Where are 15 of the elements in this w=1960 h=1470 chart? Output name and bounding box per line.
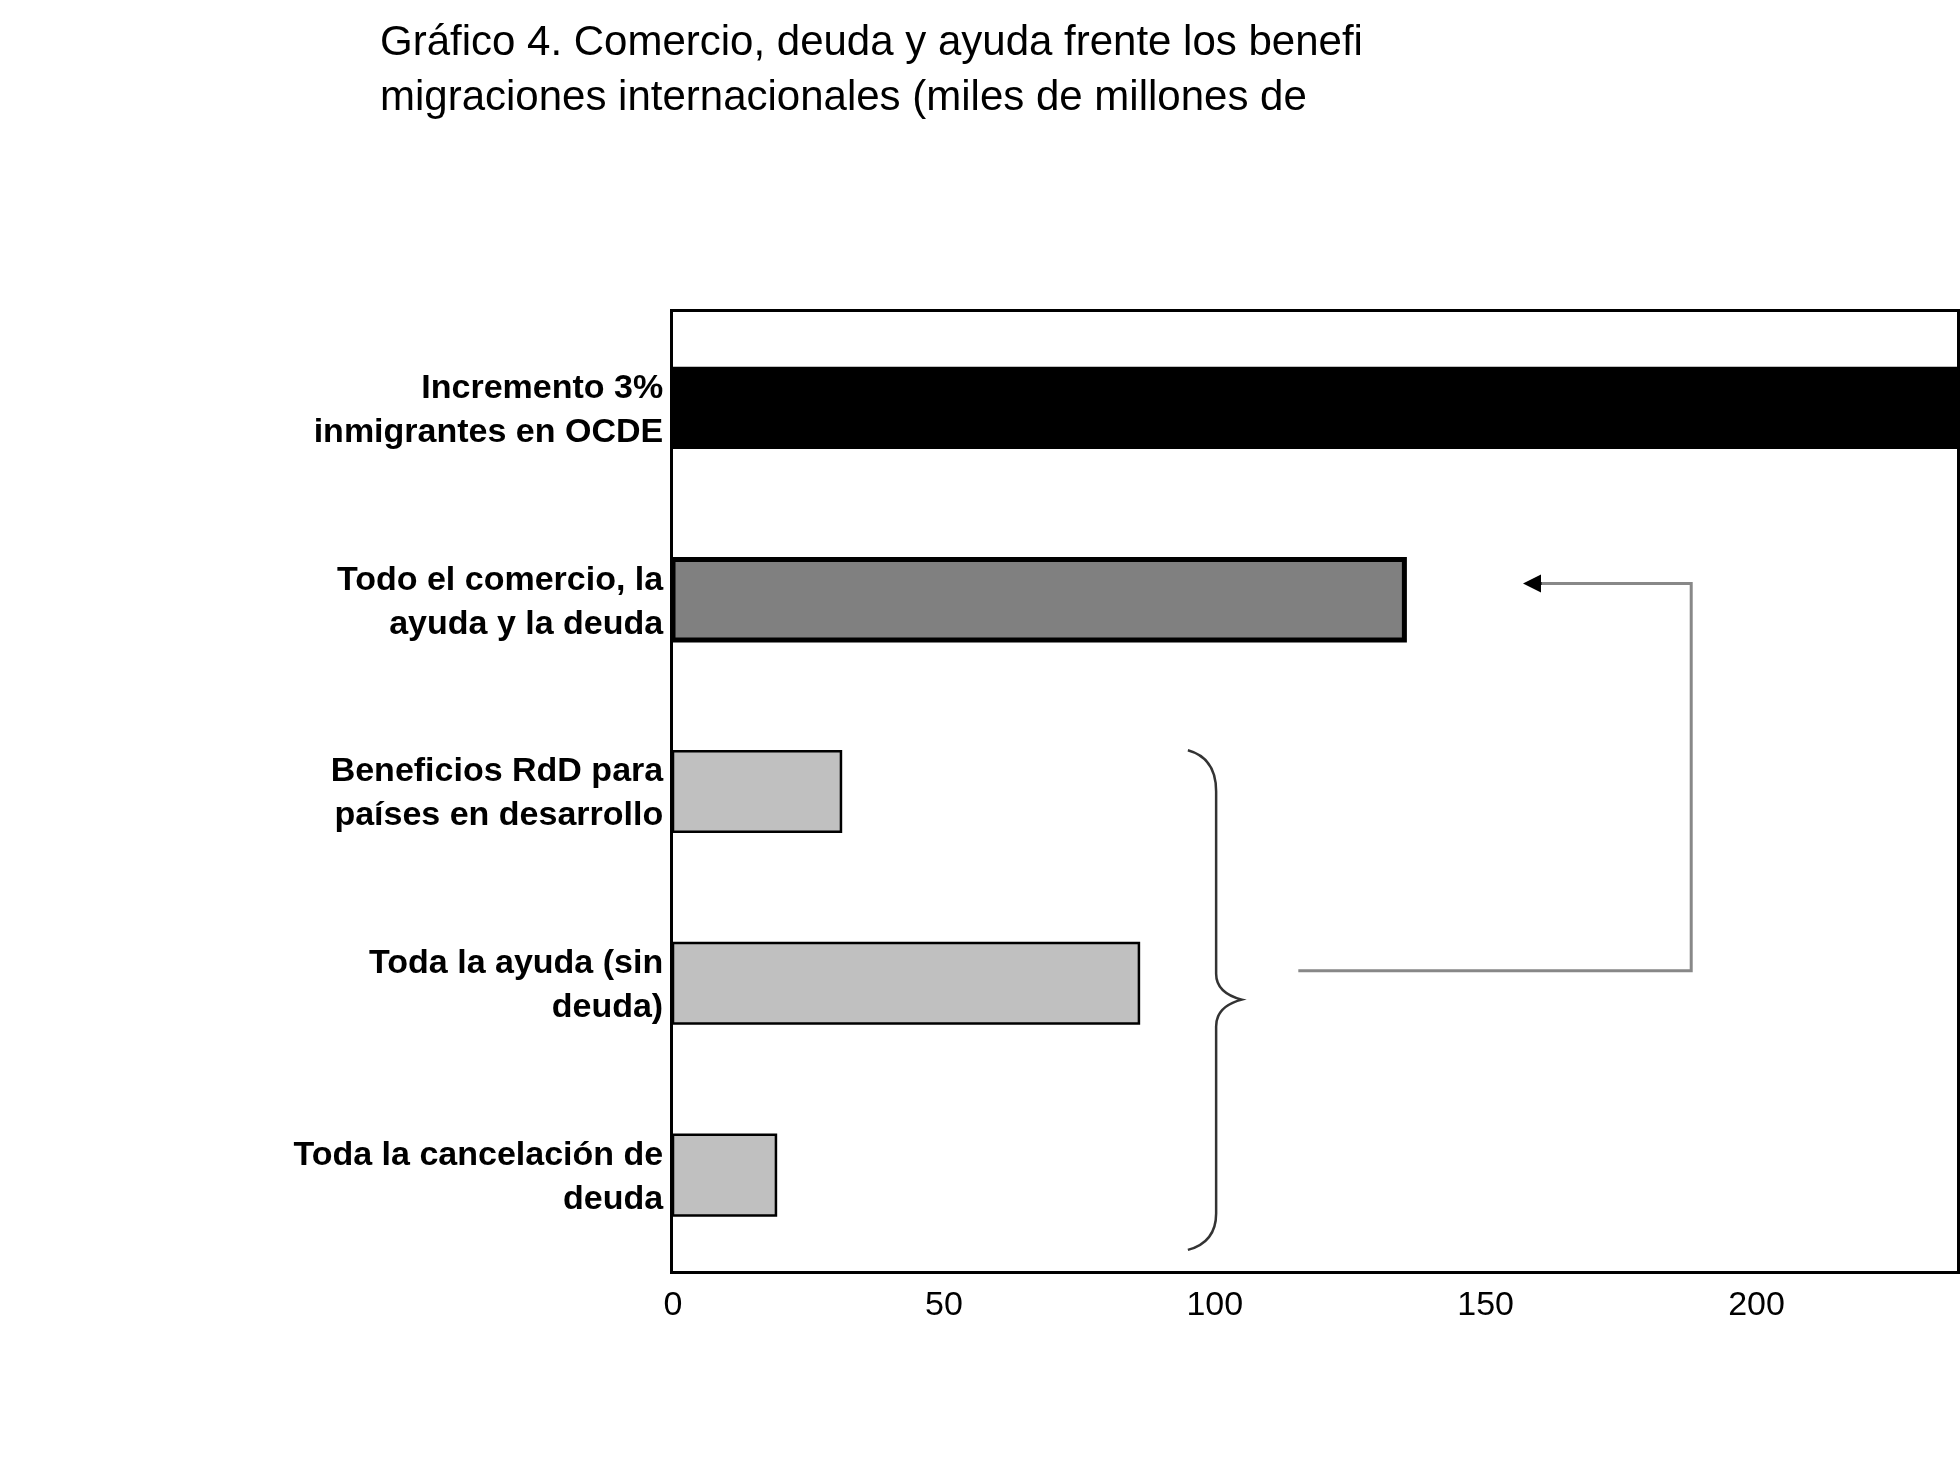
y-tick-label: Todo el comercio, la ayuda y la deuda	[336, 558, 665, 641]
bar	[673, 1133, 778, 1217]
bar	[673, 366, 1957, 449]
x-tick-label: 200	[1728, 1283, 1785, 1322]
bar	[673, 941, 1141, 1025]
x-tick-label: 0	[663, 1283, 683, 1322]
chart-title: Gráfico 4. Comercio, deuda y ayuda frente los benefi migraciones internacionales (miles de millones de	[380, 17, 1363, 119]
x-tick-label: 50	[924, 1283, 963, 1322]
y-tick-label: Toda la ayuda (sin deuda)	[369, 942, 664, 1025]
bar	[673, 749, 843, 834]
x-tick-label: 100	[1186, 1283, 1244, 1322]
y-tick-label: Beneficios RdD para países en desarrollo	[330, 750, 665, 833]
x-tick-label: 150	[1457, 1283, 1515, 1322]
y-tick-label: Incremento 3% inmigrantes en OCDE	[313, 366, 664, 449]
y-tick-label: Toda la cancelación de deuda	[293, 1133, 665, 1217]
